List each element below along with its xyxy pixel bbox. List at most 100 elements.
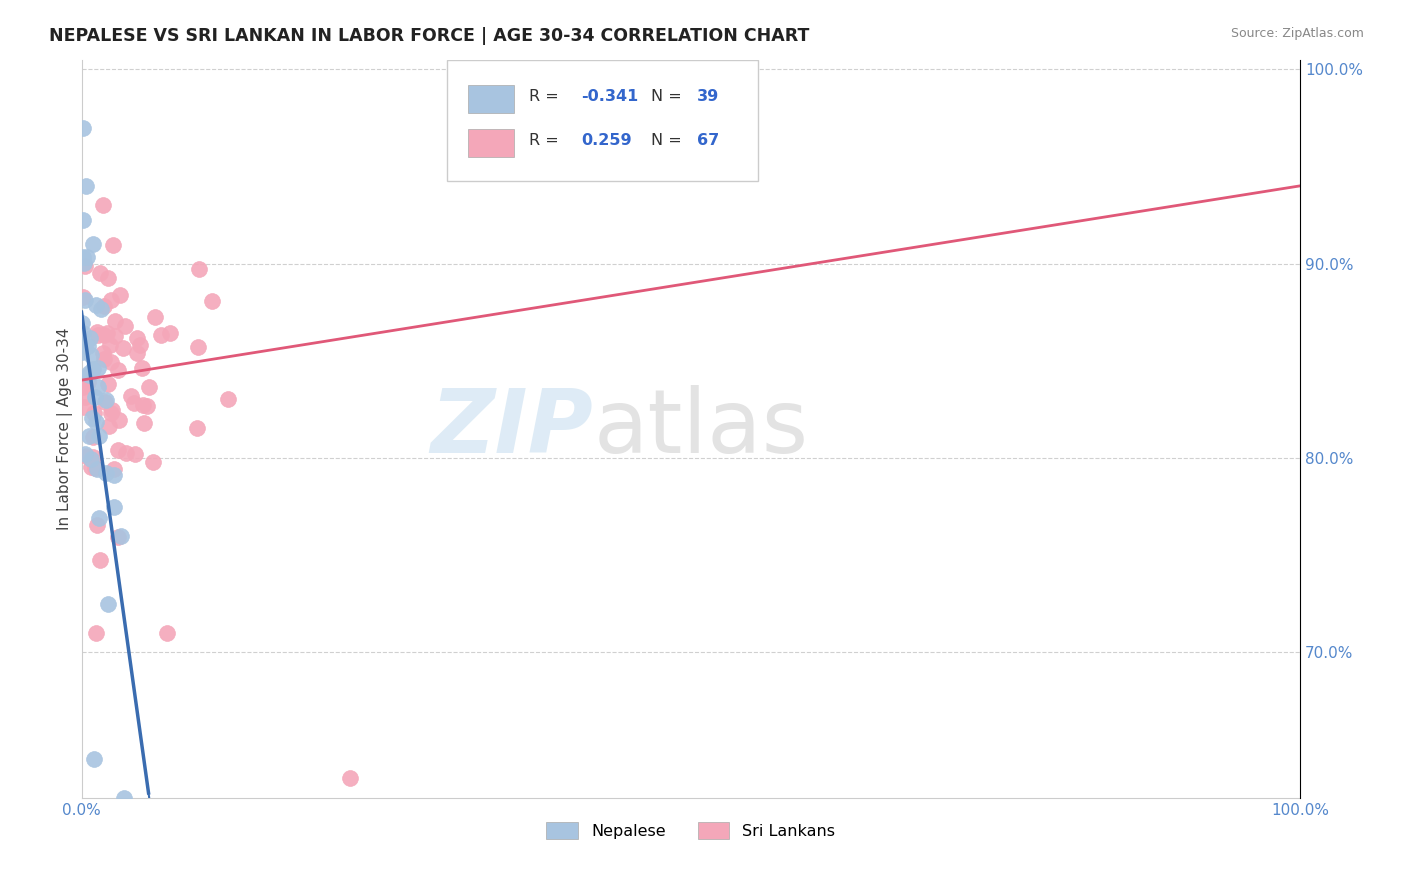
Text: N =: N = bbox=[651, 89, 686, 104]
Point bbox=[86, 415, 108, 429]
Point bbox=[186, 421, 208, 435]
Point bbox=[72, 326, 94, 340]
Point bbox=[136, 399, 159, 413]
Point bbox=[187, 340, 209, 354]
Text: 67: 67 bbox=[697, 133, 718, 148]
Point bbox=[339, 772, 361, 786]
Point bbox=[122, 396, 145, 410]
Point bbox=[110, 288, 132, 302]
Point bbox=[96, 392, 118, 407]
Point bbox=[75, 178, 97, 193]
Point bbox=[217, 392, 239, 406]
Point bbox=[127, 331, 149, 345]
Text: R =: R = bbox=[529, 89, 564, 104]
Point bbox=[82, 237, 104, 252]
Point bbox=[75, 446, 97, 460]
Point bbox=[89, 510, 111, 524]
Point bbox=[75, 259, 97, 273]
Point bbox=[72, 250, 94, 264]
Text: -0.341: -0.341 bbox=[581, 89, 638, 104]
Text: N =: N = bbox=[651, 133, 686, 148]
Point bbox=[131, 361, 153, 376]
Point bbox=[82, 429, 104, 443]
Point bbox=[73, 293, 96, 307]
Point bbox=[149, 327, 172, 342]
Point bbox=[187, 262, 209, 277]
Point bbox=[87, 327, 110, 342]
Y-axis label: In Labor Force | Age 30-34: In Labor Force | Age 30-34 bbox=[58, 327, 73, 530]
Point bbox=[201, 293, 224, 308]
Text: atlas: atlas bbox=[593, 385, 808, 472]
Point bbox=[120, 389, 142, 403]
Point bbox=[73, 400, 96, 414]
Point bbox=[107, 363, 129, 377]
Point bbox=[107, 530, 129, 544]
Point bbox=[97, 376, 120, 391]
Point bbox=[72, 212, 94, 227]
Point bbox=[89, 553, 111, 567]
Point bbox=[114, 318, 136, 333]
Point bbox=[90, 302, 112, 317]
Point bbox=[86, 325, 108, 339]
Point bbox=[97, 271, 120, 285]
Point bbox=[111, 341, 134, 355]
Text: 0.259: 0.259 bbox=[581, 133, 631, 148]
Point bbox=[80, 348, 103, 362]
Point bbox=[72, 380, 94, 394]
Point bbox=[108, 413, 131, 427]
Point bbox=[103, 467, 125, 482]
Point bbox=[77, 375, 100, 389]
Point bbox=[80, 459, 103, 474]
Point bbox=[100, 354, 122, 368]
Point bbox=[77, 368, 100, 382]
Point bbox=[72, 290, 94, 304]
Point bbox=[112, 790, 135, 805]
Point bbox=[89, 266, 111, 280]
Point bbox=[86, 462, 108, 476]
Point bbox=[80, 411, 103, 425]
Point bbox=[84, 625, 107, 640]
Point bbox=[132, 399, 155, 413]
Legend: Nepalese, Sri Lankans: Nepalese, Sri Lankans bbox=[540, 816, 842, 846]
FancyBboxPatch shape bbox=[468, 85, 515, 112]
Point bbox=[101, 402, 124, 417]
Point bbox=[75, 390, 97, 404]
Point bbox=[72, 120, 94, 135]
Point bbox=[100, 406, 122, 420]
Point bbox=[103, 462, 125, 476]
Point bbox=[84, 298, 107, 312]
Point bbox=[134, 416, 156, 430]
Point bbox=[107, 442, 129, 457]
Point bbox=[101, 237, 124, 252]
Point bbox=[70, 345, 93, 359]
Point bbox=[93, 352, 115, 367]
Point bbox=[77, 429, 100, 443]
Point bbox=[83, 406, 105, 420]
Point bbox=[75, 449, 97, 463]
Point bbox=[86, 361, 108, 376]
Point bbox=[128, 338, 150, 352]
Text: 39: 39 bbox=[697, 89, 718, 104]
Point bbox=[96, 326, 118, 340]
Point bbox=[98, 337, 121, 351]
Point bbox=[83, 752, 105, 766]
Point bbox=[94, 467, 117, 481]
Text: R =: R = bbox=[529, 133, 564, 148]
Point bbox=[73, 338, 96, 352]
Point bbox=[87, 380, 110, 394]
Point bbox=[83, 461, 105, 475]
Point bbox=[79, 331, 101, 345]
Point bbox=[94, 395, 117, 409]
Point bbox=[97, 597, 120, 611]
Point bbox=[104, 329, 127, 343]
Text: ZIP: ZIP bbox=[430, 385, 593, 472]
Text: Source: ZipAtlas.com: Source: ZipAtlas.com bbox=[1230, 27, 1364, 40]
Point bbox=[76, 250, 98, 264]
Point bbox=[159, 326, 181, 340]
Point bbox=[103, 500, 125, 514]
Point bbox=[77, 366, 100, 380]
Point bbox=[83, 390, 105, 404]
Point bbox=[138, 380, 160, 394]
Point bbox=[142, 455, 165, 469]
Point bbox=[77, 339, 100, 353]
